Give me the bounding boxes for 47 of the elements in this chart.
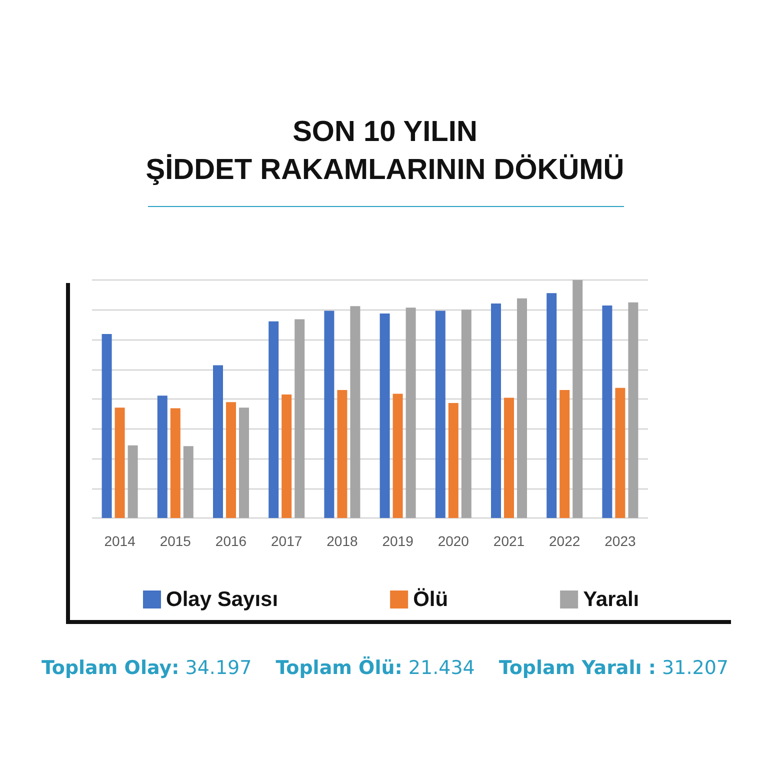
- bar: [546, 293, 557, 518]
- legend-label: Ölü: [413, 588, 448, 611]
- bar: [226, 402, 236, 518]
- text: Toplam Yaralı : 31.207: [498, 657, 729, 679]
- bar: [294, 319, 305, 518]
- text: Toplam Olay: 34.197: [41, 657, 252, 679]
- x-tick-label: 2014: [104, 533, 136, 549]
- bar: [435, 310, 446, 518]
- bar: [114, 408, 125, 518]
- bar: [239, 408, 249, 518]
- bar: [157, 396, 168, 518]
- bar: [213, 365, 223, 518]
- legend-label: Yaralı: [583, 588, 640, 611]
- x-tick-label: 2021: [493, 533, 525, 549]
- text: Toplam Ölü: 21.434: [276, 657, 475, 679]
- bar: [183, 446, 194, 518]
- bar: [128, 445, 138, 518]
- bar: [628, 302, 638, 518]
- x-tick-label: 2018: [326, 533, 358, 549]
- x-tick-label: 2023: [604, 533, 636, 549]
- bar: [560, 390, 570, 518]
- bar: [282, 394, 292, 518]
- bar: [392, 394, 403, 518]
- x-tick-label: 2015: [160, 533, 192, 549]
- x-tick-label: 2017: [271, 533, 302, 549]
- bar: [602, 305, 612, 518]
- bar: [448, 403, 458, 518]
- bar: [337, 390, 348, 518]
- x-tick-label: 2020: [438, 533, 470, 549]
- bar: [170, 408, 180, 518]
- legend-label: Olay Sayısı: [166, 588, 278, 611]
- bar: [461, 310, 472, 518]
- bar: [491, 304, 501, 518]
- bar: [380, 314, 390, 518]
- bar: [615, 388, 626, 518]
- bar: [504, 398, 514, 518]
- chart-title: SON 10 YILIN ŞİDDET RAKAMLARININ DÖKÜMÜ: [146, 116, 624, 186]
- x-tick-label: 2022: [549, 533, 580, 549]
- x-tick-label: 2016: [215, 533, 247, 549]
- bar: [102, 334, 112, 518]
- bar: [350, 306, 360, 518]
- bar: [324, 310, 334, 518]
- bar: [517, 298, 527, 518]
- bar: [572, 280, 583, 518]
- x-tick-label: 2019: [382, 533, 414, 549]
- bar: [268, 321, 279, 518]
- bar: [406, 308, 416, 518]
